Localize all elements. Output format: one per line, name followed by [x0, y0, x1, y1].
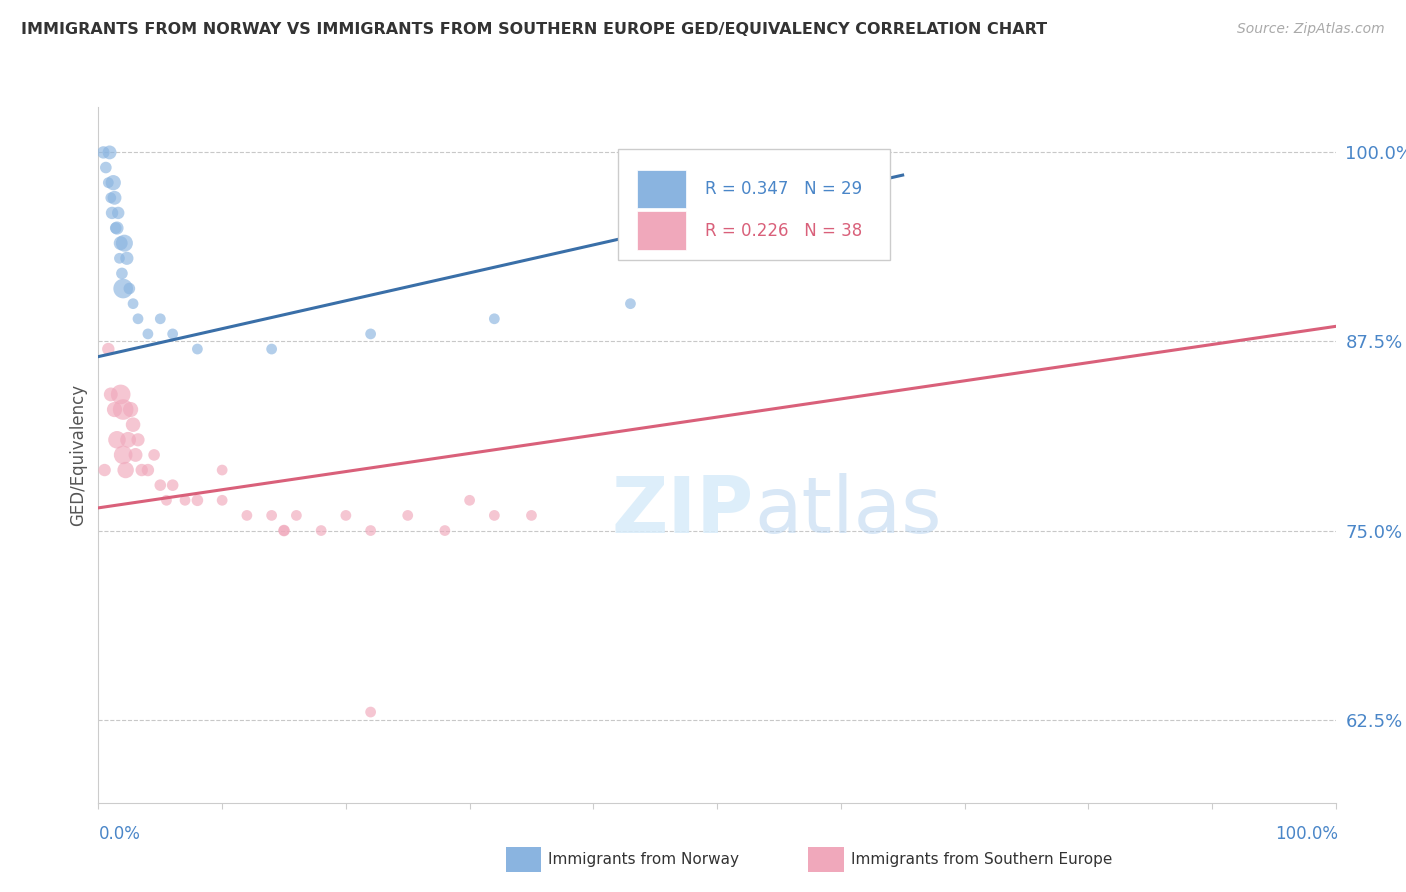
Point: [98, 145, 121, 160]
Point: [131, 463, 153, 477]
Point: [273, 524, 295, 538]
Point: [97, 176, 120, 190]
Point: [105, 221, 128, 235]
Point: [520, 508, 543, 523]
Point: [104, 221, 127, 235]
Point: [122, 296, 145, 310]
Point: [260, 342, 283, 356]
Point: [93, 463, 115, 477]
Point: [186, 493, 208, 508]
Point: [174, 493, 197, 508]
Text: Immigrants from Southern Europe: Immigrants from Southern Europe: [851, 853, 1112, 867]
Point: [94, 161, 117, 175]
Point: [273, 524, 295, 538]
Point: [484, 508, 506, 523]
Point: [101, 206, 124, 220]
Point: [484, 311, 506, 326]
Point: [162, 326, 184, 341]
Point: [112, 402, 135, 417]
Point: [114, 463, 136, 477]
FancyBboxPatch shape: [637, 211, 686, 250]
Text: R = 0.226   N = 38: R = 0.226 N = 38: [704, 221, 862, 240]
Point: [117, 433, 139, 447]
Point: [103, 191, 125, 205]
Point: [105, 433, 128, 447]
Point: [360, 524, 382, 538]
Point: [103, 402, 125, 417]
Point: [112, 448, 135, 462]
Point: [186, 342, 208, 356]
Point: [110, 236, 132, 251]
Text: Immigrants from Norway: Immigrants from Norway: [548, 853, 740, 867]
Point: [127, 433, 149, 447]
Point: [108, 252, 131, 266]
Text: 0.0%: 0.0%: [98, 825, 141, 843]
Point: [149, 478, 172, 492]
Point: [149, 311, 172, 326]
Point: [211, 463, 233, 477]
Point: [112, 281, 135, 295]
Point: [100, 387, 122, 401]
Point: [335, 508, 357, 523]
Point: [112, 236, 135, 251]
Point: [619, 296, 641, 310]
Point: [433, 524, 456, 538]
Point: [100, 191, 122, 205]
Point: [115, 252, 138, 266]
Point: [122, 417, 145, 432]
Point: [830, 176, 852, 190]
Point: [97, 342, 120, 356]
Point: [236, 508, 259, 523]
Y-axis label: GED/Equivalency: GED/Equivalency: [69, 384, 87, 526]
Point: [285, 508, 308, 523]
FancyBboxPatch shape: [637, 169, 686, 208]
Point: [124, 448, 146, 462]
Point: [110, 387, 132, 401]
Point: [103, 176, 125, 190]
Point: [155, 493, 177, 508]
Point: [111, 267, 134, 281]
Text: atlas: atlas: [754, 473, 942, 549]
Point: [93, 145, 115, 160]
Point: [260, 508, 283, 523]
Point: [127, 311, 149, 326]
FancyBboxPatch shape: [619, 149, 890, 260]
Point: [360, 705, 382, 719]
Point: [107, 206, 129, 220]
Point: [309, 524, 332, 538]
Point: [118, 281, 141, 295]
Point: [360, 326, 382, 341]
Text: 100.0%: 100.0%: [1275, 825, 1339, 843]
Point: [143, 448, 166, 462]
Point: [396, 508, 419, 523]
Point: [120, 402, 142, 417]
Text: IMMIGRANTS FROM NORWAY VS IMMIGRANTS FROM SOUTHERN EUROPE GED/EQUIVALENCY CORREL: IMMIGRANTS FROM NORWAY VS IMMIGRANTS FRO…: [21, 22, 1047, 37]
Text: ZIP: ZIP: [612, 473, 754, 549]
Point: [136, 326, 159, 341]
Text: Source: ZipAtlas.com: Source: ZipAtlas.com: [1237, 22, 1385, 37]
Point: [162, 478, 184, 492]
Point: [458, 493, 481, 508]
Point: [136, 463, 159, 477]
Point: [211, 493, 233, 508]
Text: R = 0.347   N = 29: R = 0.347 N = 29: [704, 180, 862, 198]
